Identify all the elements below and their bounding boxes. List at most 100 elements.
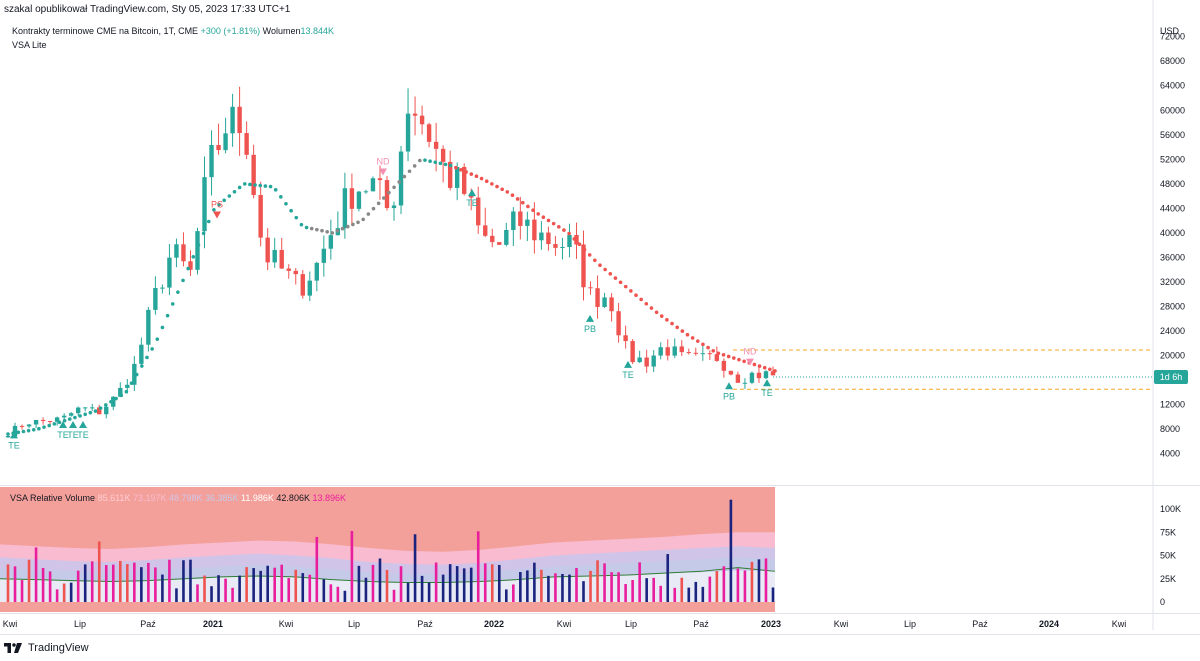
volume-bar: [673, 587, 677, 602]
stop-dot: [407, 169, 412, 174]
x-tick-label: Paź: [693, 619, 709, 629]
volume-bar: [182, 560, 185, 602]
stop-dot: [454, 165, 458, 170]
stop-dot: [52, 422, 57, 426]
volume-bar: [652, 577, 655, 602]
stop-dot: [629, 289, 633, 293]
candle-body: [54, 417, 60, 422]
stop-dot: [67, 417, 72, 421]
candle-body: [426, 124, 432, 142]
stop-dot: [577, 242, 582, 247]
stop-dot: [474, 174, 479, 179]
volume-bar: [392, 589, 396, 602]
stop-dot: [320, 228, 324, 233]
last-price-label: 1d 6h: [1160, 372, 1183, 382]
candles: [5, 86, 776, 438]
last-price-badge: [1154, 370, 1188, 385]
candle-body: [153, 288, 158, 310]
candle-body: [637, 357, 642, 363]
stop-dot: [737, 357, 741, 362]
volume-bar: [55, 589, 59, 602]
vsa-legend: VSA Relative Volume 85.611K 73.197K 48.7…: [10, 493, 346, 503]
candle-body: [370, 178, 376, 192]
vsa-value: 85.611K: [97, 493, 131, 503]
candle-body: [447, 161, 453, 188]
volume-bar: [589, 570, 592, 602]
signal-label: TE: [622, 370, 634, 380]
candle-body: [693, 352, 698, 354]
volume-bar: [434, 562, 438, 602]
volume-bar: [561, 573, 564, 602]
stop-dot: [37, 426, 41, 431]
candle-body: [609, 297, 614, 312]
candle-body: [679, 346, 684, 353]
candle-body: [714, 354, 720, 361]
volume-bar: [259, 570, 262, 602]
stop-dot: [376, 201, 381, 206]
candle-body: [553, 244, 558, 248]
volume-bar: [48, 571, 52, 602]
volume-bar: [350, 530, 354, 602]
volume-bar: [315, 536, 319, 602]
volume-bar: [343, 590, 347, 602]
volume-bar: [154, 567, 157, 602]
volume-bar: [364, 577, 368, 602]
signal-arrow-up-icon: [763, 379, 771, 387]
volume-bar: [701, 586, 705, 602]
volume-bar: [308, 574, 312, 602]
stop-dot: [392, 185, 396, 190]
volume-bar: [357, 565, 361, 602]
candle-body: [33, 419, 39, 425]
stop-dot: [587, 253, 592, 257]
candle-body: [104, 406, 109, 415]
stop-dot: [140, 364, 144, 368]
volume-bar: [645, 578, 648, 602]
price-change: +300 (+1.81%): [200, 26, 261, 36]
candle-body: [321, 248, 327, 263]
vsa-value: 73.197K: [130, 493, 167, 503]
volume-bar: [161, 574, 164, 602]
candle-body: [349, 188, 355, 209]
stop-dot: [670, 321, 674, 326]
volume-bar: [6, 564, 10, 602]
vsa-value: 13.896K: [309, 493, 346, 503]
candle-body: [160, 287, 165, 289]
candle-body: [623, 335, 628, 342]
stop-dot: [623, 284, 628, 289]
candle-body: [483, 225, 488, 236]
candle-body: [132, 363, 137, 385]
candle-body: [707, 353, 713, 355]
stop-dot: [634, 293, 638, 297]
candle-body: [230, 106, 235, 134]
stop-dot: [335, 229, 340, 233]
brand-name: TradingView: [28, 642, 89, 654]
stop-dot: [768, 367, 772, 372]
stop-dot: [206, 219, 211, 224]
stop-dot: [469, 172, 474, 176]
stop-dot: [433, 160, 438, 165]
stop-dot: [536, 212, 541, 216]
stop-dot: [78, 414, 82, 418]
volume-bar: [133, 562, 136, 602]
candle-body: [328, 235, 334, 249]
signal-label: TE: [8, 440, 20, 450]
publish-header: szakal opublikował TradingView.com, Sty …: [4, 4, 291, 15]
stop-dot: [170, 302, 175, 306]
stop-dot: [721, 353, 726, 357]
volume-bar: [111, 564, 115, 602]
stop-dot: [98, 406, 103, 410]
x-tick-label: 2024: [1039, 619, 1059, 629]
signal-label: TE: [57, 430, 69, 440]
volume-bar: [399, 566, 403, 602]
footer-brand: TradingView: [4, 642, 89, 654]
stop-dot: [418, 158, 422, 163]
candle-body: [476, 197, 481, 226]
stop-dot: [114, 396, 118, 401]
stop-dot: [21, 429, 26, 434]
y-tick-label: 56000: [1160, 130, 1185, 140]
candle-body: [293, 270, 298, 275]
candle-body: [532, 219, 537, 241]
indicator-name[interactable]: VSA Lite: [12, 40, 47, 50]
y-tick-label: 24000: [1160, 326, 1185, 336]
